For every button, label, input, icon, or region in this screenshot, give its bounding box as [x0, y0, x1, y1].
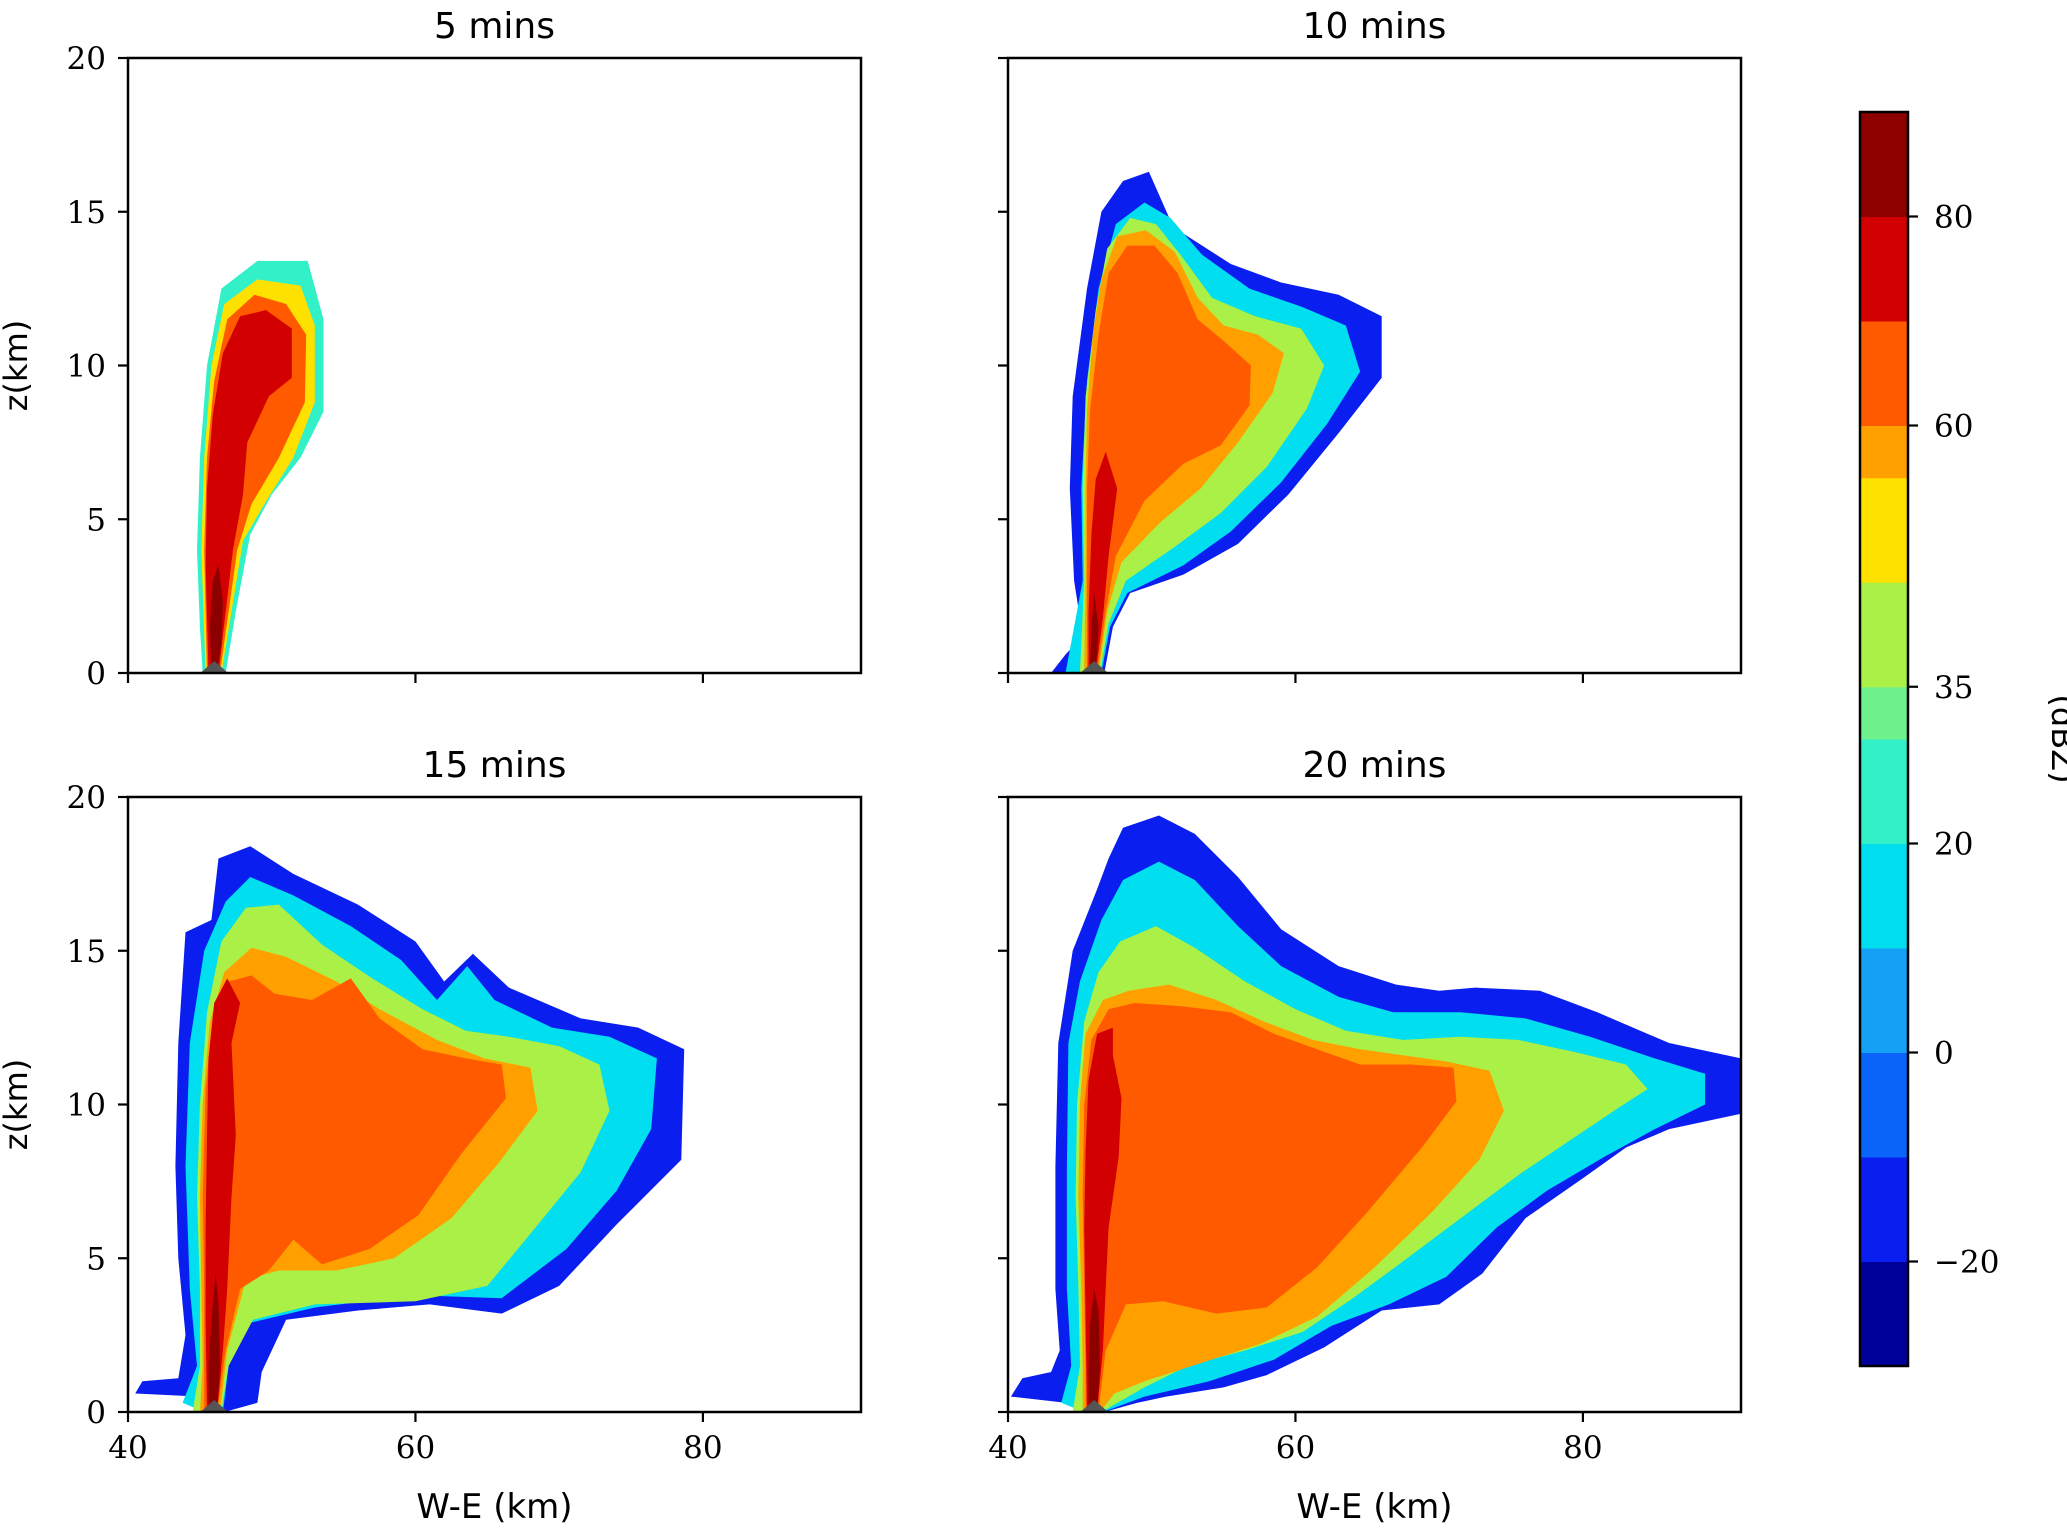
colorbar-band [1860, 686, 1908, 740]
terrain-marker [1080, 1400, 1109, 1412]
contour-region-80dbz [1089, 593, 1099, 673]
y-tick-label: 15 [67, 934, 106, 970]
contour-fills [1010, 815, 1741, 1412]
colorbar-frame [1858, 110, 1910, 1368]
colorbar-tick-label: 20 [1934, 827, 1973, 863]
y-tick-label: 20 [67, 41, 106, 77]
panel-title: 10 mins [1303, 6, 1447, 47]
contour-fills [1051, 171, 1382, 673]
colorbar-band [1860, 582, 1908, 688]
ticks: 0 5 10 15 20 40 60 80 [67, 780, 723, 1466]
terrain-marker [1080, 661, 1109, 673]
y-tick-label: 15 [67, 195, 106, 231]
y-tick-label: 0 [86, 1395, 106, 1431]
y-tick-label: 10 [67, 1088, 106, 1124]
x-tick-label: 40 [108, 1430, 147, 1466]
y-tick-label: 5 [86, 502, 106, 538]
panel-title: 5 mins [434, 6, 555, 47]
colorbar-ticks: −20 0 20 35 60 80 [1908, 200, 1999, 1281]
x-tick-label: 80 [1563, 1430, 1602, 1466]
colorbar-label: (dBZ) [2044, 694, 2067, 783]
ticks [998, 56, 1585, 683]
colorbar-band [1860, 112, 1908, 217]
colorbar-tick-label: 0 [1934, 1036, 1954, 1072]
contour-region-70dbz [205, 310, 292, 673]
colorbar-band [1860, 216, 1908, 322]
terrain-marker [200, 1400, 229, 1412]
contour-region-60dbz [1087, 245, 1251, 673]
contour-region-60dbz [1082, 1003, 1457, 1412]
x-tick-label: 60 [1276, 1430, 1315, 1466]
colorbar-band [1860, 1052, 1908, 1158]
y-tick-label: 20 [67, 780, 106, 816]
x-axis-label: W-E (km) [1296, 1487, 1452, 1527]
y-tick-label: 10 [67, 349, 106, 385]
ticks: 0 5 10 15 20 [67, 41, 705, 692]
contour-region-60dbz [202, 975, 506, 1412]
colorbar-band [1860, 425, 1908, 479]
y-axis-label: z(km) [0, 1059, 35, 1150]
x-axis-label: W-E (km) [416, 1487, 572, 1527]
colorbar-bands [1860, 112, 1908, 1367]
contour-fills [197, 260, 324, 673]
panel-20-mins: 40 60 80 20 mins W-E (km) [988, 745, 1743, 1527]
plot-area [197, 260, 324, 673]
terrain-marker [200, 661, 229, 673]
plot-area [1010, 815, 1741, 1412]
y-axis-label: z(km) [0, 320, 35, 411]
colorbar-tick-label: 35 [1934, 670, 1973, 706]
colorbar: −20 0 20 35 60 80 (dBZ) [1858, 110, 2067, 1368]
panel-5-mins: 0 5 10 15 20 5 mins z(km) [0, 6, 863, 692]
contour-region-80dbz [1088, 1289, 1100, 1412]
y-tick-label: 5 [86, 1241, 106, 1277]
contour-region-80dbz [209, 565, 223, 673]
colorbar-tick-label: −20 [1934, 1245, 1999, 1281]
y-tick-label: 0 [86, 656, 106, 692]
colorbar-band [1860, 739, 1908, 844]
x-tick-label: 40 [988, 1430, 1027, 1466]
panel-title: 20 mins [1303, 745, 1447, 786]
colorbar-band [1860, 843, 1908, 949]
contour-region-80dbz [208, 1273, 220, 1412]
x-tick-label: 80 [683, 1430, 722, 1466]
panel-10-mins: 10 mins [998, 6, 1743, 683]
colorbar-tick-label: 80 [1934, 200, 1973, 236]
colorbar-band [1860, 1261, 1908, 1367]
ticks: 40 60 80 [988, 795, 1603, 1466]
colorbar-band [1860, 321, 1908, 426]
x-tick-label: 60 [396, 1430, 435, 1466]
colorbar-tick-label: 60 [1934, 409, 1973, 445]
colorbar-band [1860, 1157, 1908, 1262]
panel-15-mins: 0 5 10 15 20 40 60 80 15 mins W-E (km) z(km) [0, 745, 863, 1527]
colorbar-band [1860, 948, 1908, 1053]
panel-title: 15 mins [423, 745, 567, 786]
contour-fills [135, 846, 685, 1412]
plot-area [135, 846, 685, 1412]
plot-area [1051, 171, 1382, 673]
colorbar-band [1860, 477, 1908, 583]
